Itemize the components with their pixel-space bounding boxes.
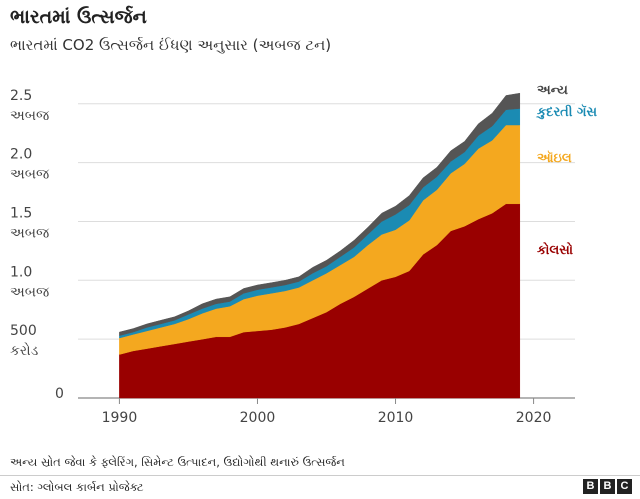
series-label: ઑઇલ <box>537 150 572 166</box>
bbc-logo-letter: B <box>583 479 598 494</box>
chart-source: સોત: ગ્લોબલ કાર્બન પ્રોજેક્ટ <box>10 480 144 494</box>
y-tick-label: અબજ <box>10 284 50 300</box>
y-axis: 0 500 કરોડ 1.0 અબજ 1.5 અબજ 2.0 અબજ 2.5 અબજ <box>10 88 64 402</box>
y-tick-label: અબજ <box>10 167 50 183</box>
series-areas <box>119 92 521 399</box>
y-tick-label: 1.0 <box>10 264 32 280</box>
bbc-logo: B B C <box>583 479 632 494</box>
bbc-logo-letter: C <box>617 479 632 494</box>
y-tick-label: અબજ <box>10 225 50 241</box>
chart-subtitle: ભારતમાં CO2 ઉત્સર્જન ઈંધણ અનુસાર (અબજ ટન… <box>10 36 332 54</box>
y-tick-label: 2.5 <box>10 88 32 104</box>
bbc-logo-letter: B <box>600 479 615 494</box>
y-tick-label: 1.5 <box>10 205 32 221</box>
x-tick-label: 2020 <box>516 410 552 426</box>
series-label: કોલસો <box>537 241 573 258</box>
x-tick-label: 2000 <box>240 410 276 426</box>
chart-title: ભારતમાં ઉત્સર્જન <box>10 6 147 28</box>
x-axis: 1990 2000 2010 2020 <box>102 398 552 426</box>
y-tick-label: 0 <box>55 386 64 402</box>
y-tick-label: અબજ <box>10 108 50 124</box>
y-tick-label: 500 <box>10 323 37 339</box>
footer-divider <box>0 475 640 476</box>
area-series-3 <box>119 92 521 336</box>
x-tick-label: 1990 <box>102 410 138 426</box>
x-tick-label: 2010 <box>378 410 414 426</box>
series-label: કુદરતી ગૅસ <box>535 103 597 120</box>
y-tick-label: 2.0 <box>10 147 32 163</box>
series-labels: કોલસો ઑઇલ કુદરતી ગૅસ અન્ય <box>535 83 597 258</box>
series-label: અન્ય <box>537 83 568 98</box>
y-tick-label: કરોડ <box>10 342 39 359</box>
stacked-area-chart: 0 500 કરોડ 1.0 અબજ 1.5 અબજ 2.0 અબજ 2.5 અબજ 1990 200… <box>10 83 598 426</box>
chart-footnote: અન્ય સ્રોત જેવા કે ફ્લેરિંગ, સિમેન્ટ ઉત્… <box>10 455 345 469</box>
